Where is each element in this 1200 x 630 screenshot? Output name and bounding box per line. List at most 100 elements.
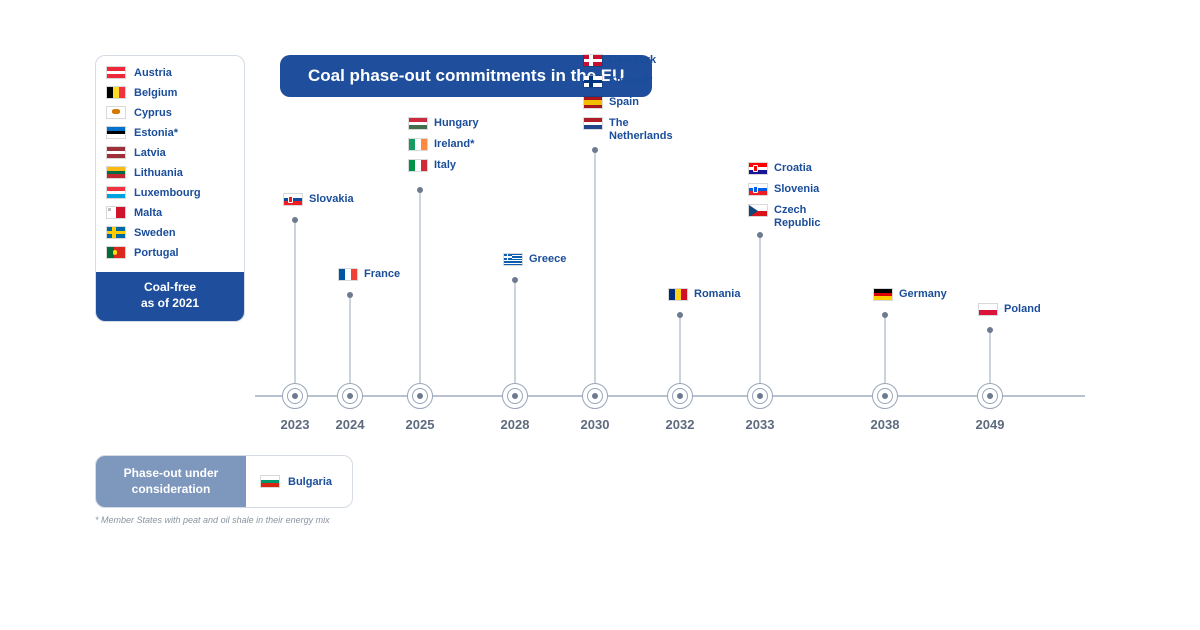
flag-ie xyxy=(408,138,428,151)
timeline-stem xyxy=(885,315,886,383)
coal-free-item: Latvia xyxy=(106,146,234,159)
year-label-2028: 2028 xyxy=(501,417,530,432)
timeline-entry: Croatia xyxy=(748,162,854,175)
flag-bg xyxy=(260,475,280,488)
timeline-entry: France xyxy=(338,268,400,281)
footnote: * Member States with peat and oil shale … xyxy=(95,515,330,525)
coal-free-country-label: Luxembourg xyxy=(134,187,201,199)
coal-free-panel: Austria Belgium Cyprus Estonia* Latvia L… xyxy=(95,55,245,322)
timeline-entry: Czech Republic xyxy=(748,204,854,229)
timeline-entry-label: Germany xyxy=(899,288,947,301)
flag-de xyxy=(873,288,893,301)
timeline-entry-group-2038: Germany xyxy=(873,288,947,309)
coal-free-item: Malta xyxy=(106,206,234,219)
under-consideration-countries: Bulgaria xyxy=(246,456,352,507)
coal-free-item: Lithuania xyxy=(106,166,234,179)
timeline-stem xyxy=(680,315,681,383)
under-label-line1: Phase-out under xyxy=(110,466,232,482)
timeline-node-2024 xyxy=(337,383,363,409)
timeline-stem xyxy=(350,295,351,383)
timeline-entry-label: Poland xyxy=(1004,303,1041,316)
timeline-stem xyxy=(760,235,761,383)
timeline-entry: Italy xyxy=(408,159,479,172)
timeline-node-2032 xyxy=(667,383,693,409)
under-country-label: Bulgaria xyxy=(288,476,332,488)
coal-free-item: Cyprus xyxy=(106,106,234,119)
timeline-stem xyxy=(420,190,421,383)
coal-free-country-label: Cyprus xyxy=(134,107,172,119)
timeline-node-2033 xyxy=(747,383,773,409)
flag-cy xyxy=(106,106,126,119)
timeline-entry: Finland* xyxy=(583,75,689,88)
timeline-entry-group-2049: Poland xyxy=(978,303,1041,324)
year-label-2023: 2023 xyxy=(281,417,310,432)
year-label-2030: 2030 xyxy=(581,417,610,432)
timeline-entry-label: Ireland* xyxy=(434,138,474,151)
year-label-2025: 2025 xyxy=(406,417,435,432)
year-label-2033: 2033 xyxy=(746,417,775,432)
coal-free-country-label: Latvia xyxy=(134,147,166,159)
coal-free-country-label: Malta xyxy=(134,207,162,219)
timeline-node-2030 xyxy=(582,383,608,409)
timeline-stem xyxy=(515,280,516,383)
timeline-entry-label: Finland* xyxy=(609,75,652,88)
timeline-entry: Slovakia xyxy=(283,193,354,206)
flag-hr xyxy=(748,162,768,175)
flag-gr xyxy=(503,253,523,266)
flag-ee xyxy=(106,126,126,139)
flag-it xyxy=(408,159,428,172)
year-label-2032: 2032 xyxy=(666,417,695,432)
timeline-stem-dot xyxy=(987,327,993,333)
timeline-entry-label: Spain xyxy=(609,96,639,109)
timeline-entry: Greece xyxy=(503,253,566,266)
coal-free-footer-line1: Coal-free xyxy=(102,280,238,296)
timeline-entry: Slovenia xyxy=(748,183,854,196)
timeline-entry: Denmark xyxy=(583,54,689,67)
timeline-node-2038 xyxy=(872,383,898,409)
coal-free-item: Portugal xyxy=(106,246,234,259)
timeline-entry-label: Italy xyxy=(434,159,456,172)
under-consideration-panel: Phase-out under consideration Bulgaria xyxy=(95,455,353,508)
timeline-node-2023 xyxy=(282,383,308,409)
timeline-entry-label: Slovenia xyxy=(774,183,819,196)
timeline-entry-label: Czech Republic xyxy=(774,204,854,229)
coal-free-country-label: Sweden xyxy=(134,227,176,239)
timeline-entry-group-2024: France xyxy=(338,268,400,289)
timeline-entry-group-2025: Hungary Ireland* Italy xyxy=(408,117,479,180)
flag-fr xyxy=(338,268,358,281)
coal-free-country-label: Austria xyxy=(134,67,172,79)
timeline-entry: The Netherlands xyxy=(583,117,689,142)
coal-free-country-label: Estonia* xyxy=(134,127,178,139)
timeline-entry-group-2033: Croatia Slovenia Czech Republic xyxy=(748,162,854,237)
timeline-entry-group-2023: Slovakia xyxy=(283,193,354,214)
coal-free-item: Luxembourg xyxy=(106,186,234,199)
timeline-entry: Ireland* xyxy=(408,138,479,151)
flag-pt xyxy=(106,246,126,259)
coal-free-list: Austria Belgium Cyprus Estonia* Latvia L… xyxy=(96,56,244,272)
coal-free-country-label: Portugal xyxy=(134,247,179,259)
flag-pl xyxy=(978,303,998,316)
flag-cz xyxy=(748,204,768,217)
timeline-node-2049 xyxy=(977,383,1003,409)
year-label-2038: 2038 xyxy=(871,417,900,432)
flag-se xyxy=(106,226,126,239)
under-label-line2: consideration xyxy=(110,482,232,498)
timeline-stem-dot xyxy=(512,277,518,283)
timeline-node-2028 xyxy=(502,383,528,409)
flag-be xyxy=(106,86,126,99)
flag-sk xyxy=(283,193,303,206)
coal-free-footer-line2: as of 2021 xyxy=(102,296,238,312)
timeline-stem-dot xyxy=(677,312,683,318)
timeline-entry-label: The Netherlands xyxy=(609,117,689,142)
year-label-2049: 2049 xyxy=(976,417,1005,432)
title-text: Coal phase-out commitments in the EU xyxy=(308,66,624,85)
coal-free-item: Belgium xyxy=(106,86,234,99)
timeline-entry-label: Denmark xyxy=(609,54,656,67)
coal-free-item: Sweden xyxy=(106,226,234,239)
timeline-entry: Germany xyxy=(873,288,947,301)
timeline-entry-label: Croatia xyxy=(774,162,812,175)
timeline-entry: Spain xyxy=(583,96,689,109)
coal-free-country-label: Lithuania xyxy=(134,167,183,179)
timeline-stem-dot xyxy=(347,292,353,298)
coal-free-footer: Coal-free as of 2021 xyxy=(96,272,244,321)
